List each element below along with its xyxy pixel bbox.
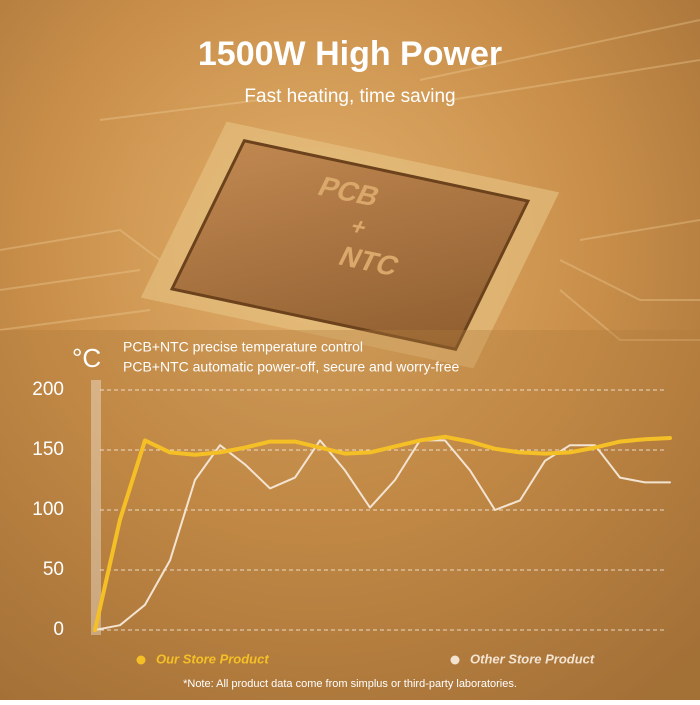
chip: PCB + NTC — [140, 121, 560, 369]
legend-marker — [136, 655, 146, 665]
chart-backdrop — [0, 330, 700, 700]
annotation: PCB+NTC precise temperature control — [123, 339, 363, 355]
y-tick-label: 200 — [32, 379, 64, 400]
y-tick-label: 0 — [53, 619, 64, 640]
legend-label: Our Store Product — [156, 651, 269, 666]
note: *Note: All product data come from simplu… — [183, 678, 517, 690]
legend-label: Other Store Product — [470, 651, 595, 666]
title: 1500W High Power — [198, 35, 502, 73]
series-line — [93, 434, 672, 632]
series-line — [94, 439, 671, 631]
y-tick-label: 100 — [32, 499, 64, 520]
y-tick-label: 150 — [32, 439, 64, 460]
subtitle: Fast heating, time saving — [244, 86, 455, 107]
legend-marker — [450, 655, 460, 665]
y-axis-label: °C — [72, 343, 101, 373]
annotation: PCB+NTC automatic power-off, secure and … — [123, 359, 459, 375]
circuit-traces — [0, 19, 700, 341]
y-axis-bar — [91, 380, 101, 635]
y-tick-label: 50 — [43, 559, 64, 580]
